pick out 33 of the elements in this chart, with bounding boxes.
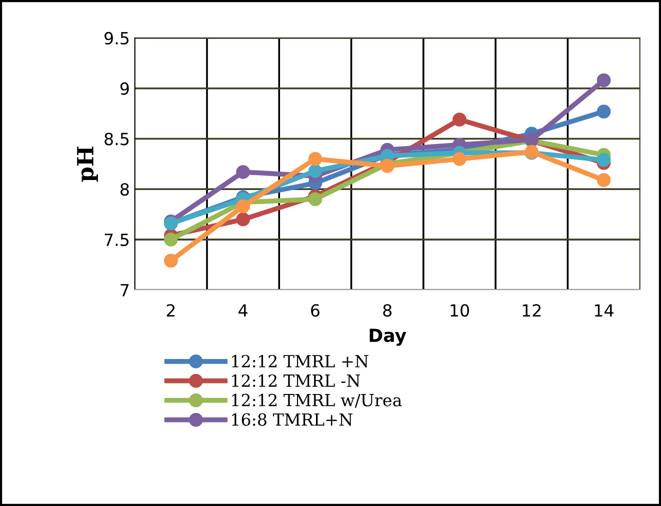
y-tick-label: 7 [120,284,129,296]
x-axis-title: Day [370,328,406,346]
x-tick-label: 6 [311,304,320,317]
point [596,104,611,118]
point [308,164,322,178]
y-tick-label: 9 [120,82,129,95]
x-tick-label: 8 [383,304,392,317]
point [164,254,178,268]
legend-label: 16:8 TMRL+N [232,413,352,426]
point [308,152,322,166]
point [164,232,178,246]
y-tick-label: 7.5 [104,234,129,246]
point [308,192,322,206]
legend-label: 12:12 TMRL w/Urea [232,394,402,408]
y-tick-label: 8 [120,183,129,196]
y-axis-title: pH [77,146,98,182]
point [596,73,611,88]
y-tick-label: 9.5 [104,32,129,45]
y-tick-label: 8.5 [104,132,129,146]
point [236,212,250,226]
point [452,112,466,127]
point [596,173,611,188]
legend-label: 12:12 TMRL -N [232,374,360,387]
point [236,199,250,214]
x-tick-label: 10 [450,304,469,317]
legend-label: 12:12 TMRL +N [232,354,368,368]
point [596,152,611,167]
x-tick-label: 2 [166,304,175,316]
x-tick-label: 12 [522,304,541,316]
x-tick-label: 4 [238,304,248,316]
x-tick-label: 14 [595,304,614,316]
point [452,152,466,166]
point [236,165,250,179]
